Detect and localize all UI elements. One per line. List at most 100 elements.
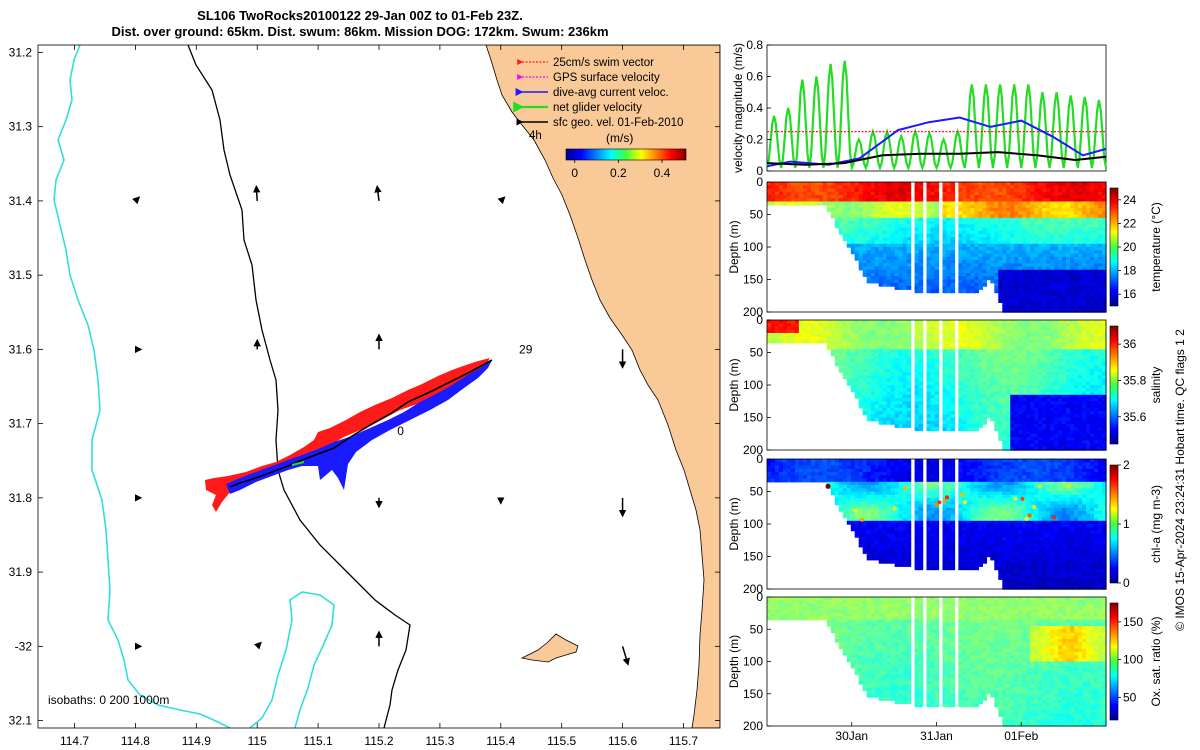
section-cell [1030,198,1035,203]
section-cell [930,424,936,428]
section-cell [1050,286,1055,290]
section-cell [1098,289,1103,294]
section-cell [1062,305,1067,310]
section-cell [1030,355,1035,360]
section-cell [1054,385,1059,389]
section-cell [1034,381,1039,386]
section-cell [802,336,808,341]
section-cell [1018,188,1023,193]
section-cell [906,243,912,248]
section-cell [1074,433,1079,438]
section-cell [786,468,792,473]
section-cell [886,365,892,370]
section-cell [898,263,904,268]
section-cell [914,424,920,428]
section-cell [1090,326,1095,331]
section-cell [1094,302,1099,307]
section-cell [970,424,975,428]
section-cell [882,407,888,412]
section-cell [890,420,896,425]
section-cell [1074,372,1079,376]
section-cell [902,273,908,277]
section-cell [890,375,896,380]
section-cell [962,221,967,225]
section-cell [926,375,932,380]
section-cell [882,417,888,422]
section-cell [902,420,908,425]
section-cell [1002,224,1007,229]
section-cell [978,326,983,331]
section-cell [1054,308,1059,313]
section-cell [970,253,975,258]
section-cell [1098,308,1103,313]
section-cell [990,411,995,415]
section-cell [874,329,880,334]
section-cell [898,266,904,271]
section-cell [1034,282,1039,287]
section-cell [1078,355,1083,360]
section-cell [998,385,1003,389]
section-cell [914,214,920,219]
section-cell [926,230,932,235]
section-cell [794,326,800,331]
section-cell [930,269,936,274]
section-cell [918,227,924,232]
section-cell [1002,352,1007,357]
section-cell [878,329,884,334]
section-cell [974,182,979,186]
section-cell [814,333,820,337]
section-cell [866,414,872,419]
section-cell [934,320,940,324]
section-cell [930,336,936,341]
section-cell [1042,437,1047,441]
section-cell [1082,305,1087,310]
section-cell [1034,443,1039,448]
section-cell [1058,407,1063,412]
section-cell [970,365,975,370]
section-cell [1078,320,1083,324]
section-cell [1002,365,1007,370]
section-cell [790,468,796,473]
section-cell [986,256,991,261]
section-cell [962,230,967,235]
section-cell [926,286,932,290]
section-cell [986,329,991,334]
section-cell [966,323,971,328]
section-cell [962,385,967,389]
section-cell [998,401,1003,406]
section-cell [846,381,852,386]
section-cell [1046,227,1051,232]
section-cell [1090,217,1095,222]
section-cell [1026,217,1031,222]
section-cell [1002,417,1007,422]
section-cell [886,355,892,360]
section-cell [1030,201,1035,206]
section-cell [946,269,952,274]
section-cell [958,276,963,281]
section-cell [1074,263,1079,268]
section-cell [982,211,987,216]
section-cell [970,214,975,219]
section-cell [930,289,936,294]
section-cell [1010,404,1015,409]
section-cell [794,333,800,337]
section-cell [779,465,784,470]
section-cell [1006,346,1011,350]
section-cell [970,401,975,406]
section-cell [994,269,999,274]
section-cell [1050,320,1055,324]
section-cell [994,214,999,219]
section-cell [798,333,804,337]
section-cell [779,329,784,334]
section-cell [1042,279,1047,284]
section-cell [1026,185,1031,190]
section-cell [1038,182,1043,186]
section-cell [942,388,948,393]
section-cell [1098,201,1103,206]
section-cell [834,221,840,225]
section-cell [946,260,952,264]
section-cell [775,198,780,203]
section-cell [894,195,900,199]
section-cell [1078,224,1083,229]
